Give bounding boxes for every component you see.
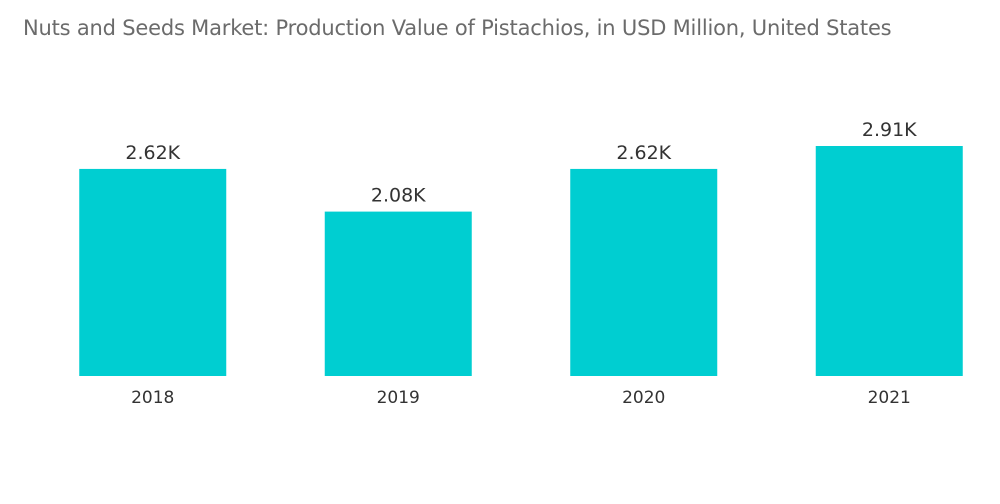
chart-title: Nuts and Seeds Market: Production Value … [23, 16, 892, 40]
data-label-2021: 2.91K [862, 119, 917, 141]
bar-2021 [815, 146, 963, 376]
data-label-2020: 2.62K [616, 142, 671, 164]
x-tick-label-2020: 2020 [622, 388, 665, 408]
data-label-2019: 2.08K [371, 185, 426, 207]
bar-2019 [324, 211, 472, 376]
bar-2020 [570, 168, 718, 376]
x-tick-label-2018: 2018 [131, 388, 174, 408]
x-tick-label-2019: 2019 [377, 388, 420, 408]
x-tick-label-2021: 2021 [868, 388, 911, 408]
data-label-2018: 2.62K [125, 142, 180, 164]
bar-2018 [79, 168, 227, 376]
